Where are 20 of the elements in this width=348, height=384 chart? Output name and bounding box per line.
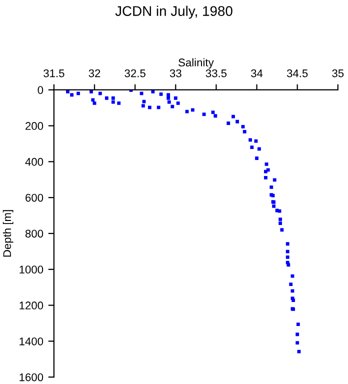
y-tick-label: 0	[38, 86, 44, 94]
x-tick-label: 34	[251, 69, 263, 78]
y-tick-label: 1200	[20, 302, 44, 310]
x-tick-label: 33.5	[206, 69, 227, 78]
x-tick-label: 34.5	[286, 69, 308, 78]
y-tick-label: 1600	[20, 373, 44, 382]
x-tick-label: 32	[88, 69, 100, 78]
y-tick-label: 400	[25, 158, 44, 166]
y-tick-label: 1000	[20, 266, 44, 274]
y-tick-label: 1400	[20, 337, 44, 346]
x-tick-label: 35	[332, 69, 344, 78]
y-tick-label: 200	[26, 122, 44, 130]
y-tick-label: 800	[25, 230, 44, 238]
y-axis-title: Depth [m]	[2, 210, 14, 257]
x-tick-label: 31.5	[44, 69, 64, 78]
chart-title: JCDN in July, 1980	[115, 6, 232, 19]
x-tick-label: 33	[170, 69, 182, 78]
x-axis-title: Salinity	[178, 58, 214, 69]
x-tick-label: 32.5	[124, 69, 146, 78]
y-tick-label: 600	[26, 194, 44, 202]
